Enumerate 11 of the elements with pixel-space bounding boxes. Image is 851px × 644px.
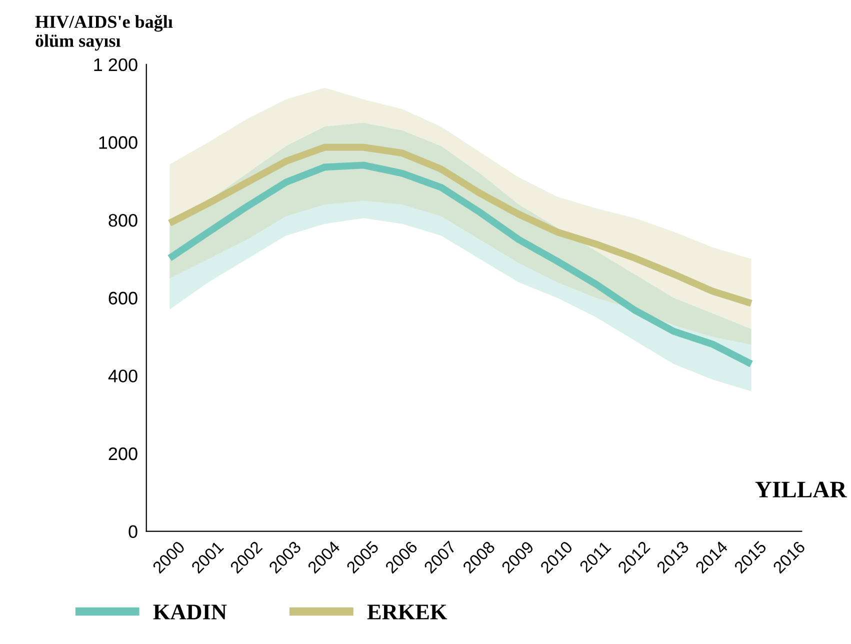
y-tick-label: 0 bbox=[128, 525, 138, 538]
y-axis-title: HIV/AIDS'e bağlı ölüm sayısı bbox=[35, 14, 173, 51]
y-tick-label: 1000 bbox=[99, 136, 138, 149]
y-tick-label: 200 bbox=[108, 447, 138, 460]
legend-label: KADIN bbox=[153, 604, 227, 620]
legend-label: ERKEK bbox=[367, 604, 448, 620]
y-tick-label: 800 bbox=[108, 214, 138, 227]
y-tick-label: 400 bbox=[108, 370, 138, 382]
y-tick-label: 1 200 bbox=[94, 58, 138, 72]
y-tick-label: 600 bbox=[108, 292, 138, 305]
x-axis-title: YILLAR bbox=[755, 482, 847, 498]
